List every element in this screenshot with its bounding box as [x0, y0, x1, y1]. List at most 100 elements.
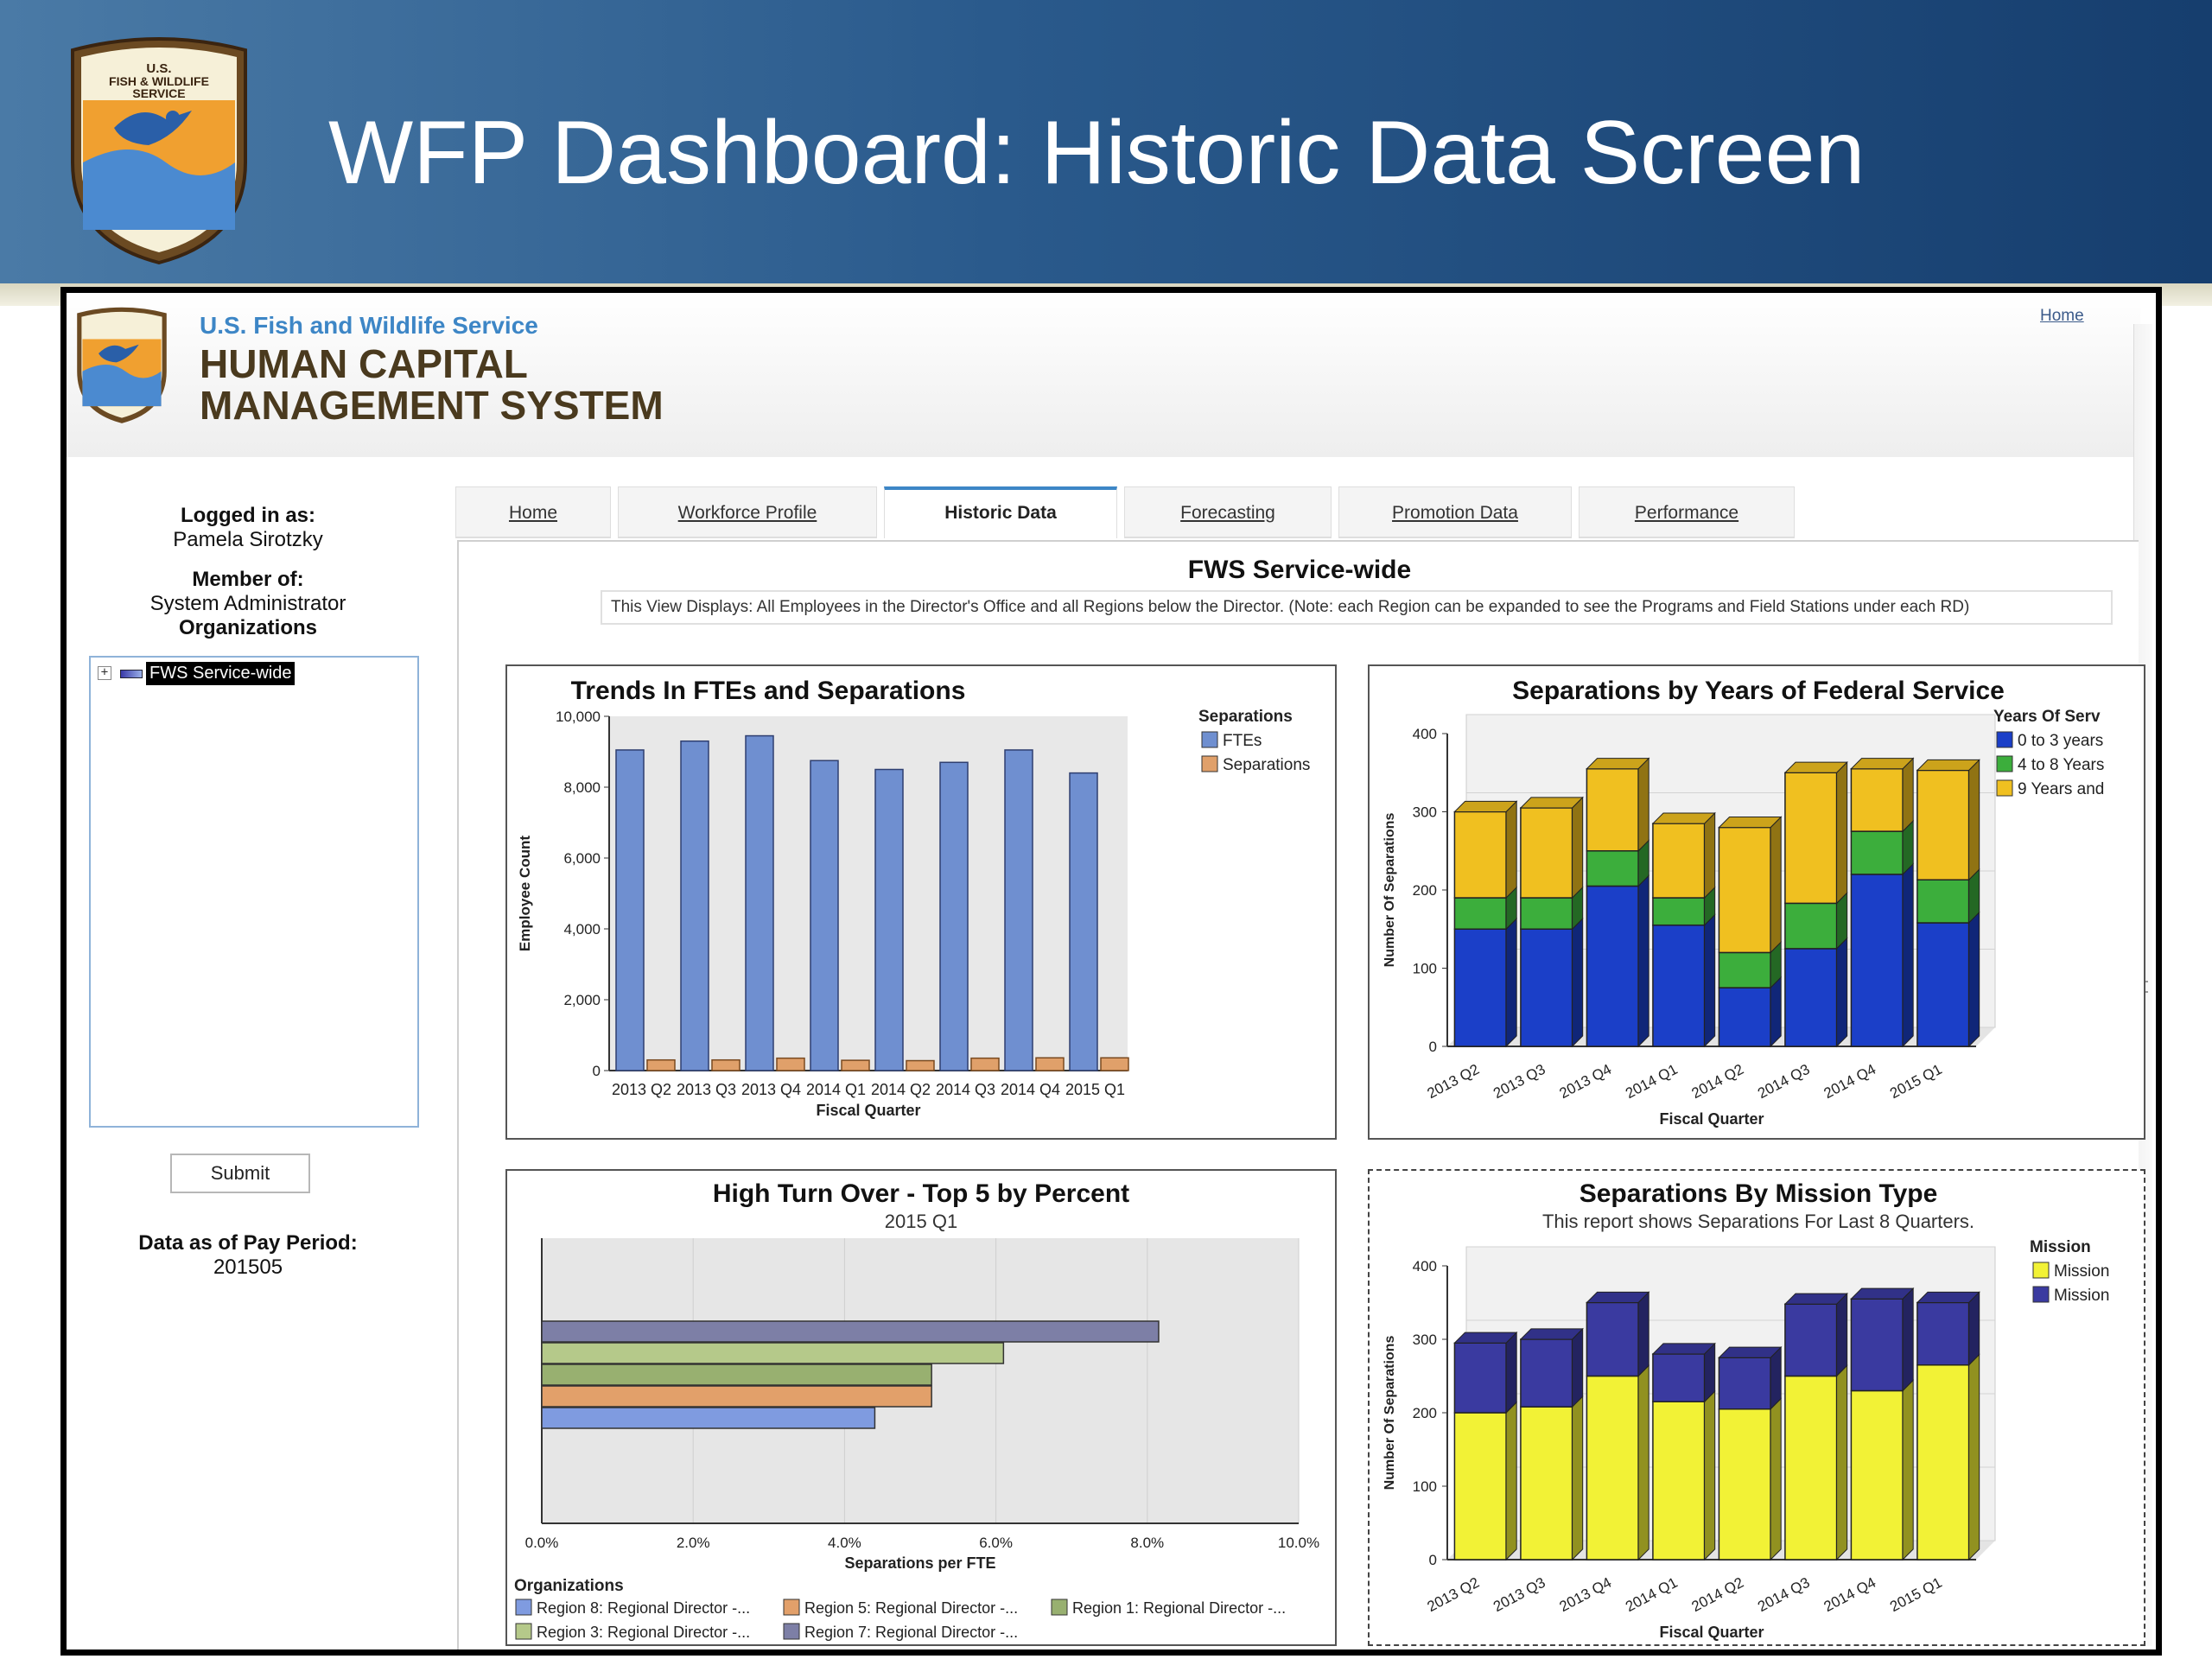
mission-bar-top: [1586, 1291, 1650, 1303]
mission-x-tick-label: 2014 Q1: [1623, 1574, 1681, 1615]
tree-node-fws-service-wide[interactable]: FWS Service-wide: [146, 662, 296, 685]
mission-bar-segment: [1453, 1412, 1507, 1560]
submit-button[interactable]: Submit: [170, 1154, 310, 1193]
years-bar-segment: [1916, 769, 1970, 880]
fws-shield-logo: U.S. FISH & WILDLIFE SERVICE: [71, 37, 247, 265]
separations-bar: [646, 1058, 676, 1071]
years-bar-segment: [1652, 897, 1706, 926]
trends-y-axis-label: Employee Count: [517, 836, 533, 951]
turnover-bar: [541, 1320, 1160, 1343]
mission-bar-segment: [1916, 1301, 1970, 1366]
tab-forecasting[interactable]: Forecasting: [1124, 486, 1332, 538]
organization-tree[interactable]: + FWS Service-wide: [89, 656, 419, 1128]
years-x-tick-label: 2014 Q3: [1755, 1061, 1813, 1102]
trends-chart: 0 2,000 4,000 6,000 8,000 10,000 2013 Q2 2013 Q…: [517, 708, 1310, 1119]
years-bar-segment: [1453, 810, 1507, 899]
mission-bar-side: [1704, 1389, 1716, 1561]
organizations-label: Organizations: [178, 616, 318, 639]
mission-bar-side: [1836, 1364, 1848, 1561]
years-bar-segment: [1652, 924, 1706, 1047]
years-legend-swatch: [1996, 779, 2013, 797]
years-bar-segment: [1850, 767, 1904, 832]
years-y-tick-label: 0: [1429, 1039, 1437, 1055]
fte-bar: [680, 740, 709, 1071]
years-bar-top: [1916, 759, 1980, 772]
mission-bar-segment: [1586, 1375, 1639, 1560]
mission-bar-side: [1770, 1397, 1782, 1561]
years-legend-swatch: [1996, 755, 2013, 772]
years-bar-top: [1718, 817, 1783, 829]
years-bar-side: [1505, 917, 1517, 1048]
slide-header: [0, 0, 2212, 292]
turnover-legend-label: Region 7: Regional Director -...: [804, 1624, 1018, 1641]
app-header: U.S. Fish and Wildlife Service HUMAN CAP…: [67, 293, 2140, 457]
tab-home[interactable]: Home: [455, 486, 611, 538]
turnover-legend-swatch: [783, 1599, 800, 1616]
turnover-legend-swatch: [515, 1623, 532, 1640]
view-description: This View Displays: All Employees in the…: [601, 590, 2113, 625]
years-y-tick-label: 200: [1413, 882, 1437, 899]
turnover-x-tick-label: 0.0%: [525, 1535, 559, 1551]
mission-y-tick-label: 400: [1413, 1258, 1437, 1274]
content-title: FWS Service-wide: [1187, 556, 1412, 584]
mission-bar-segment: [1850, 1298, 1904, 1392]
mission-legend-title: Mission: [2030, 1238, 2091, 1256]
mission-x-tick-label: 2014 Q3: [1755, 1574, 1813, 1615]
dashboard-screenshot: U.S. Fish and Wildlife Service HUMAN CAP…: [60, 287, 2162, 1656]
years-bar-side: [1902, 757, 1914, 833]
fte-bar: [939, 761, 969, 1071]
turnover-bar: [541, 1342, 1005, 1364]
tab-bar: Home Workforce Profile Historic Data For…: [455, 486, 2132, 540]
historic-data-content: FWS Service-wide This View Displays: All…: [457, 540, 2145, 1649]
tab-promotion-data[interactable]: Promotion Data: [1338, 486, 1572, 538]
mission-legend-label: Mission: [2054, 1262, 2109, 1281]
trends-legend-title: Separations: [1198, 708, 1293, 726]
years-bar-side: [1505, 800, 1517, 899]
turnover-x-tick-label: 8.0%: [1130, 1535, 1164, 1551]
system-name-line1: HUMAN CAPITAL: [200, 341, 528, 386]
fte-bar: [1069, 772, 1098, 1071]
years-x-tick-label: 2014 Q4: [1821, 1061, 1879, 1102]
years-bar-top: [1453, 800, 1518, 812]
mission-y-tick-label: 100: [1413, 1478, 1437, 1495]
turnover-legend-label: Region 1: Regional Director -...: [1072, 1599, 1286, 1617]
turnover-x-tick-label: 6.0%: [979, 1535, 1013, 1551]
turnover-legend-label: Region 5: Regional Director -...: [804, 1599, 1018, 1617]
tab-performance[interactable]: Performance: [1579, 486, 1795, 538]
mission-bar-segment: [1784, 1303, 1838, 1377]
mission-bar-segment: [1586, 1301, 1639, 1377]
mission-bar-side: [1572, 1395, 1584, 1561]
years-bar-segment: [1586, 885, 1639, 1047]
trends-y-tick-label: 8,000: [563, 779, 601, 796]
mission-bar-side: [1968, 1291, 1980, 1366]
years-bar-side: [1770, 976, 1782, 1048]
tab-workforce-profile[interactable]: Workforce Profile: [618, 486, 877, 538]
mission-bar-segment: [1652, 1353, 1706, 1402]
system-name-line2: MANAGEMENT SYSTEM: [200, 383, 664, 428]
mission-bar-segment: [1453, 1342, 1507, 1414]
mission-bar-segment: [1718, 1357, 1771, 1410]
turnover-legend-title: Organizations: [514, 1577, 624, 1595]
years-legend-label: 0 to 3 years: [2018, 732, 2103, 750]
years-bar-top: [1651, 812, 1716, 824]
years-bar-segment: [1718, 826, 1771, 954]
years-bar-side: [1572, 796, 1584, 899]
tab-historic-data[interactable]: Historic Data: [884, 486, 1117, 538]
expand-icon[interactable]: +: [98, 666, 111, 680]
turnover-bar: [541, 1363, 932, 1386]
mission-bar-segment: [1784, 1375, 1838, 1560]
home-link[interactable]: Home: [2040, 307, 2084, 325]
agency-name: U.S. Fish and Wildlife Service: [200, 312, 538, 339]
mission-type-chart-subtitle: This report shows Separations For Last 8…: [1541, 1211, 1975, 1232]
fte-bar: [1004, 749, 1033, 1071]
years-y-tick-label: 100: [1413, 961, 1437, 977]
turnover-chart-subtitle: 2015 Q1: [884, 1211, 958, 1232]
years-bar-top: [1850, 758, 1915, 770]
trends-legend-swatch: [1201, 755, 1218, 772]
mission-bar-top: [1453, 1332, 1518, 1344]
turnover-bar: [541, 1385, 932, 1408]
years-bar-segment: [1520, 807, 1573, 899]
mission-x-axis-label: Fiscal Quarter: [1659, 1624, 1764, 1641]
years-x-tick-label: 2013 Q3: [1491, 1061, 1548, 1102]
mission-bar-segment: [1520, 1338, 1573, 1408]
